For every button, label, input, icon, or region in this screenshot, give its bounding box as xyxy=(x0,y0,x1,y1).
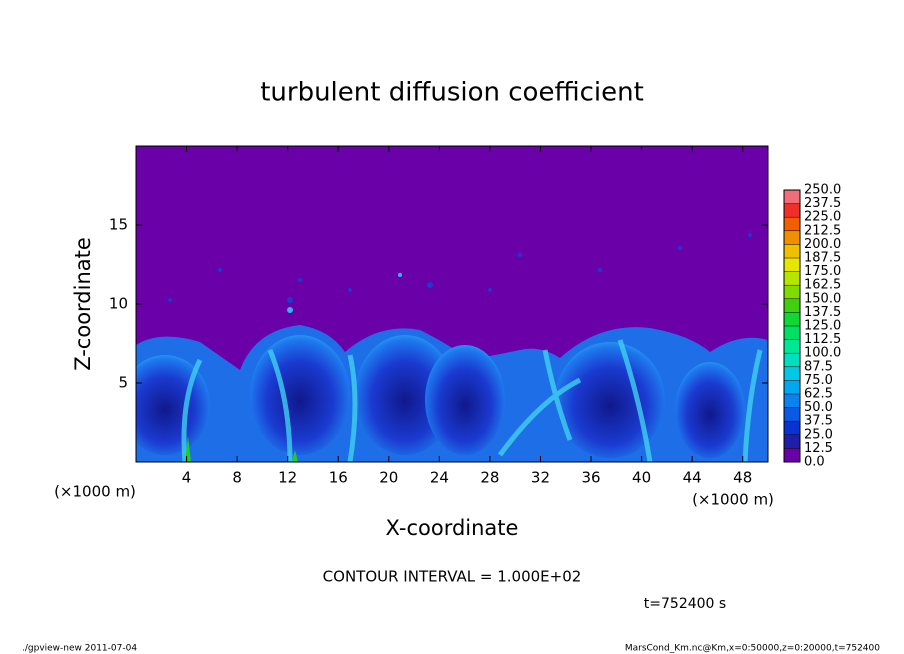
colorbar-bin xyxy=(784,448,800,462)
y-tick-label: 15 xyxy=(109,216,128,234)
roll xyxy=(555,342,665,458)
x-tick-label: 24 xyxy=(430,469,449,487)
colorbar-bin xyxy=(784,353,800,367)
x-tick-label: 36 xyxy=(581,469,600,487)
colorbar-label: 175.0 xyxy=(804,264,841,279)
colorbar-label: 50.0 xyxy=(804,400,833,415)
x-tick-label: 48 xyxy=(733,469,752,487)
footer-right: MarsCond_Km.nc@Km,x=0:50000,z=0:20000,t=… xyxy=(625,644,880,654)
colorbar-label: 150.0 xyxy=(804,291,841,306)
x-tick-label: 28 xyxy=(480,469,499,487)
colorbar-bin xyxy=(784,434,800,449)
colorbar-bin xyxy=(784,298,800,313)
x-unit-label: (×1000 m) xyxy=(54,483,136,501)
colorbar-label: 37.5 xyxy=(804,414,833,429)
colorbar-label: 100.0 xyxy=(804,346,841,361)
colorbar-label: 12.5 xyxy=(804,441,833,456)
x-axis-label: X-coordinate xyxy=(386,516,519,540)
contour-field xyxy=(136,146,768,462)
colorbar-label: 75.0 xyxy=(804,373,833,388)
plumes xyxy=(181,339,763,462)
chart-title: turbulent diffusion coefficient xyxy=(260,78,644,108)
colorbar-label: 187.5 xyxy=(804,251,841,266)
colorbar-bin xyxy=(784,312,800,326)
colorbar-bin xyxy=(784,285,800,299)
colorbar-bin xyxy=(784,421,800,435)
x-tick-label: 44 xyxy=(683,469,702,487)
y-tick-label: 5 xyxy=(118,374,128,392)
colorbar-label: 112.5 xyxy=(804,332,841,347)
colorbar-bin xyxy=(784,217,800,231)
colorbar-bin xyxy=(784,380,800,394)
colorbar-label: 87.5 xyxy=(804,359,833,374)
colorbar-bin xyxy=(784,394,800,408)
contour-interval: CONTOUR INTERVAL = 1.000E+02 xyxy=(323,568,582,586)
x-tick-label: 32 xyxy=(531,469,550,487)
colorbar-label: 25.0 xyxy=(804,427,833,442)
x-tick-label: 8 xyxy=(232,469,242,487)
speckles xyxy=(168,233,752,313)
colorbar-label: 125.0 xyxy=(804,319,841,334)
x-tick-label: 12 xyxy=(278,469,297,487)
roll xyxy=(425,345,505,455)
colorbar-bin xyxy=(784,366,800,381)
footer-left: ./gpview-new 2011-07-04 xyxy=(22,644,137,654)
y-tick-label: 10 xyxy=(109,295,128,313)
colorbar-label: 62.5 xyxy=(804,387,833,402)
colorbar-bin xyxy=(784,271,800,286)
colorbar-label: 212.5 xyxy=(804,223,841,238)
time-label: t=752400 s xyxy=(644,596,726,612)
roll xyxy=(675,362,745,458)
x-tick-label: 16 xyxy=(329,469,348,487)
colorbar-bin xyxy=(784,326,800,340)
colorbar-bin xyxy=(784,258,800,272)
colorbar-bin xyxy=(784,203,800,218)
colorbar-bin xyxy=(784,407,800,422)
colorbar-bin xyxy=(784,230,800,245)
roll xyxy=(250,335,350,455)
x-unit-label: (×1000 m) xyxy=(692,491,774,509)
colorbar-label: 137.5 xyxy=(804,305,841,320)
colorbar-label: 250.0 xyxy=(804,183,841,198)
x-tick-label: 20 xyxy=(379,469,398,487)
y-axis-label: Z-coordinate xyxy=(71,237,95,371)
colorbar-bin xyxy=(784,339,800,354)
colorbar-label: 200.0 xyxy=(804,237,841,252)
colorbar-bin xyxy=(784,190,800,204)
x-tick-label: 4 xyxy=(182,469,192,487)
colorbar-label: 237.5 xyxy=(804,196,841,211)
colorbar-label: 0.0 xyxy=(804,455,825,470)
colorbar-label: 162.5 xyxy=(804,278,841,293)
colorbar-label: 225.0 xyxy=(804,210,841,225)
colorbar-bin xyxy=(784,244,800,258)
x-tick-label: 40 xyxy=(632,469,651,487)
